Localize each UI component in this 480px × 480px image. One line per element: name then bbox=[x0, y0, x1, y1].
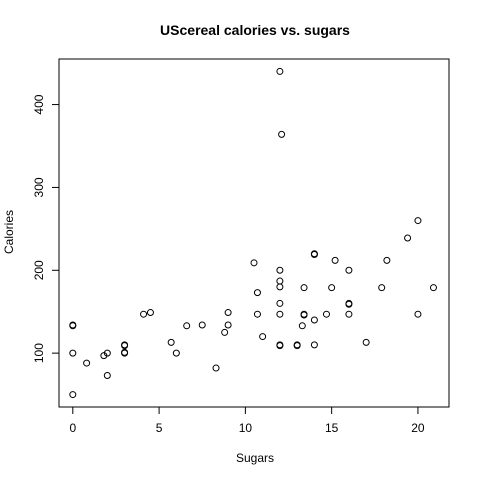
data-point bbox=[69, 321, 77, 329]
data-point bbox=[276, 277, 284, 285]
data-point bbox=[276, 67, 284, 75]
data-point bbox=[276, 299, 284, 307]
data-point bbox=[69, 349, 77, 357]
data-point bbox=[404, 234, 412, 242]
data-point bbox=[276, 342, 284, 350]
data-point bbox=[221, 328, 229, 336]
data-point bbox=[300, 310, 308, 318]
chart-title: UScereal calories vs. sugars bbox=[160, 22, 350, 38]
data-point bbox=[69, 391, 77, 399]
data-point bbox=[278, 130, 286, 138]
data-point bbox=[172, 349, 180, 357]
x-axis: 0 5 10 15 20 bbox=[69, 406, 425, 435]
data-point bbox=[103, 372, 111, 380]
y-axis: 100 200 300 400 bbox=[32, 94, 60, 363]
data-point bbox=[331, 256, 339, 264]
data-point bbox=[414, 310, 422, 318]
data-point bbox=[276, 266, 284, 274]
data-point bbox=[300, 284, 308, 292]
data-point bbox=[183, 322, 191, 330]
data-point bbox=[121, 348, 129, 356]
data-point bbox=[293, 342, 301, 350]
data-point bbox=[345, 300, 353, 308]
data-point bbox=[250, 259, 258, 267]
x-axis-label: Sugars bbox=[236, 451, 274, 465]
plot-area-frame bbox=[58, 58, 450, 408]
data-point bbox=[310, 341, 318, 349]
data-point bbox=[83, 359, 91, 367]
data-point bbox=[276, 310, 284, 318]
y-tick-label: 200 bbox=[32, 260, 46, 280]
data-point bbox=[146, 309, 154, 317]
data-point bbox=[362, 338, 370, 346]
x-tick-label: 15 bbox=[325, 421, 339, 435]
data-point bbox=[383, 256, 391, 264]
data-point bbox=[224, 309, 232, 317]
data-point bbox=[253, 310, 261, 318]
data-point bbox=[259, 333, 267, 341]
data-point bbox=[429, 284, 437, 292]
x-tick-label: 0 bbox=[69, 421, 76, 435]
data-point bbox=[328, 284, 336, 292]
data-point bbox=[103, 349, 111, 357]
data-point bbox=[414, 217, 422, 225]
data-point bbox=[121, 341, 129, 349]
data-point bbox=[198, 321, 206, 329]
x-tick-label: 5 bbox=[156, 421, 163, 435]
data-point bbox=[310, 251, 318, 259]
data-point bbox=[310, 316, 318, 324]
y-axis-label: Calories bbox=[2, 210, 16, 254]
data-point bbox=[253, 289, 261, 297]
y-tick-label: 300 bbox=[32, 177, 46, 197]
data-point bbox=[345, 266, 353, 274]
data-point bbox=[224, 321, 232, 329]
data-points bbox=[69, 67, 437, 399]
x-tick-label: 10 bbox=[239, 421, 253, 435]
y-tick-label: 400 bbox=[32, 94, 46, 114]
data-point bbox=[212, 364, 220, 372]
data-point bbox=[378, 284, 386, 292]
data-point bbox=[298, 322, 306, 330]
data-point bbox=[167, 338, 175, 346]
x-tick-label: 20 bbox=[411, 421, 425, 435]
data-point bbox=[345, 310, 353, 318]
data-point bbox=[140, 310, 148, 318]
data-point bbox=[322, 310, 330, 318]
y-tick-label: 100 bbox=[32, 343, 46, 363]
data-point bbox=[276, 283, 284, 291]
